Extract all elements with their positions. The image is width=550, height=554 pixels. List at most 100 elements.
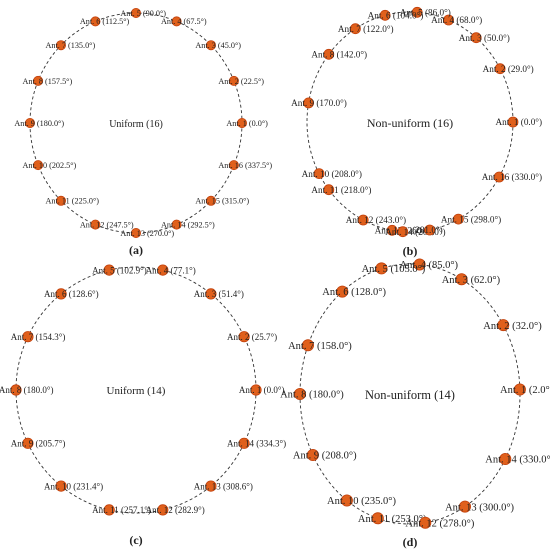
antenna-label: Ant. 10 (235.0°) xyxy=(327,496,396,507)
antenna-marker xyxy=(238,331,250,343)
antenna-marker xyxy=(55,288,67,300)
antenna-label: Ant. 2 (32.0°) xyxy=(483,321,542,332)
antenna-marker xyxy=(336,285,349,298)
antenna-marker xyxy=(313,168,325,180)
antenna-marker xyxy=(236,118,247,129)
antenna-label: Ant. 1 (2.0°) xyxy=(500,385,550,396)
antenna-label: Ant. 9 (170.0°) xyxy=(291,98,347,108)
panel-title: Uniform (16) xyxy=(109,119,163,130)
antenna-label: Ant. 11 (225.0°) xyxy=(46,197,100,206)
antenna-marker xyxy=(10,384,22,396)
antenna-label: Ant. 12 (282.9°) xyxy=(146,505,205,515)
antenna-marker xyxy=(90,16,101,27)
antenna-label: Ant. 8 (157.5°) xyxy=(23,77,73,86)
antenna-label: Ant. 14 (266.0°) xyxy=(385,227,445,237)
antenna-label: Ant. 15 (298.0°) xyxy=(441,214,501,224)
antenna-label: Ant. 16 (337.5°) xyxy=(218,161,272,170)
antenna-marker xyxy=(386,224,398,236)
antenna-marker xyxy=(205,40,216,51)
panel-c: Uniform (14) Ant. 1 (0.0°) Ant. 2 (25.7°)… xyxy=(0,264,286,547)
panel-b: Non-uniform (16) Ant. 1 (0.0°) Ant. 2 (29… xyxy=(291,6,543,258)
antenna-marker xyxy=(33,160,44,171)
panel-title: Uniform (14) xyxy=(107,385,166,397)
panel-label: (a) xyxy=(129,243,143,257)
antenna-marker xyxy=(493,171,505,183)
antenna-marker xyxy=(22,437,34,449)
antenna-marker xyxy=(55,480,67,492)
antenna-marker xyxy=(24,118,35,129)
antenna-label: Ant. 8 (180.0°) xyxy=(280,390,344,401)
antenna-label: Ant. 3 (45.0°) xyxy=(195,41,241,50)
antenna-marker xyxy=(494,63,506,75)
panel-a: Uniform (16) Ant. 1 (0.0°) Ant. 2 (22.5°)… xyxy=(14,7,272,257)
panel-title: Non-uniform (14) xyxy=(365,388,455,402)
antenna-label: Ant. 8 (142.0°) xyxy=(311,50,367,60)
antenna-label: Ant. 1 (0.0°) xyxy=(226,119,268,128)
antenna-marker xyxy=(103,504,115,516)
antenna-marker xyxy=(458,500,471,513)
antenna-marker xyxy=(323,184,335,196)
antenna-label: Ant. 12 (278.0°) xyxy=(405,518,474,529)
antenna-label: Ant. 5 (102.9°) xyxy=(92,265,147,275)
antenna-label: Ant. 11 (253.0°) xyxy=(358,514,427,525)
panel-d: Non-uniform (14) Ant. 1 (2.0°) Ant. 2 (32… xyxy=(280,258,550,549)
antenna-marker xyxy=(90,219,101,230)
antenna-marker xyxy=(56,40,67,51)
antenna-marker xyxy=(507,116,519,128)
antenna-label: Ant. 13 (308.6°) xyxy=(194,481,253,491)
antenna-marker xyxy=(513,383,526,396)
antenna-label: Ant. 15 (315.0°) xyxy=(195,197,249,206)
antenna-marker xyxy=(443,14,455,26)
antenna-marker xyxy=(424,224,436,236)
antenna-marker xyxy=(419,516,432,529)
antenna-marker xyxy=(205,480,217,492)
antenna-marker xyxy=(411,6,423,18)
antenna-marker xyxy=(33,75,44,86)
antenna-marker xyxy=(397,226,409,238)
antenna-label: Ant. 8 (180.0°) xyxy=(0,385,53,395)
antenna-marker xyxy=(306,448,319,461)
antenna-marker xyxy=(130,7,141,18)
antenna-marker xyxy=(171,16,182,27)
antenna-label: Ant. 4 (85.0°) xyxy=(400,260,459,271)
antenna-label: Ant. 7 (135.0°) xyxy=(46,41,96,50)
antenna-label: Ant. 7 (122.0°) xyxy=(338,24,394,34)
antenna-label: Ant. 13 (300.0°) xyxy=(445,502,514,513)
antenna-label: Ant. 2 (29.0°) xyxy=(483,64,534,74)
antenna-label: Ant. 6 (128.0°) xyxy=(322,287,386,298)
antenna-marker xyxy=(56,195,67,206)
antenna-label: Ant. 10 (208.0°) xyxy=(302,169,362,179)
antenna-label: Ant. 5 (105.0°) xyxy=(362,264,426,275)
antenna-label: Ant. 6 (128.6°) xyxy=(44,289,99,299)
antenna-label: Ant. 4 (68.0°) xyxy=(431,15,482,25)
antenna-marker xyxy=(205,288,217,300)
panel-title: Non-uniform (16) xyxy=(367,116,453,130)
antenna-marker xyxy=(238,437,250,449)
antenna-label: Ant. 14 (330.0°) xyxy=(485,455,550,466)
antenna-marker xyxy=(228,75,239,86)
antenna-marker xyxy=(375,262,388,275)
antenna-marker xyxy=(323,48,335,60)
antenna-label: Ant. 9 (208.0°) xyxy=(293,451,357,462)
antenna-marker xyxy=(22,331,34,343)
antenna-label: Ant. 10 (202.5°) xyxy=(23,161,77,170)
antenna-label: Ant. 1 (0.0°) xyxy=(496,117,543,127)
antenna-label: Ant. 12 (243.0°) xyxy=(346,215,406,225)
antenna-label: Ant. 13 (270.0°) xyxy=(120,229,174,238)
antenna-marker xyxy=(293,387,306,400)
antenna-marker xyxy=(470,32,482,44)
antenna-label: Ant. 12 (247.5°) xyxy=(80,221,134,230)
antenna-marker xyxy=(171,219,182,230)
antenna-marker xyxy=(499,452,512,465)
antenna-label: Ant. 10 (231.4°) xyxy=(44,481,103,491)
panel-label: (d) xyxy=(403,535,418,549)
panel-label: (c) xyxy=(129,533,142,547)
antenna-label: Ant. 16 (330.0°) xyxy=(482,172,542,182)
antenna-label: Ant. 3 (51.4°) xyxy=(194,289,244,299)
antenna-label: Ant. 7 (158.0°) xyxy=(288,341,352,352)
antenna-marker xyxy=(497,319,510,332)
antenna-marker xyxy=(157,264,169,276)
antenna-marker xyxy=(371,512,384,525)
antenna-label: Ant. 6 (104.0°) xyxy=(368,11,424,21)
